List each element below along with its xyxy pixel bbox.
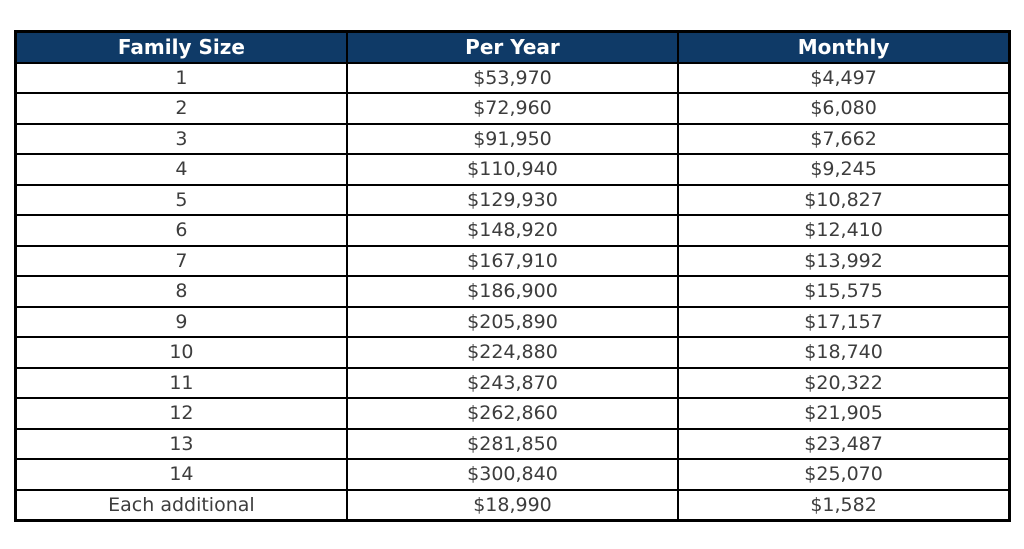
table-cell: $72,960 [345, 92, 680, 125]
column-header-monthly: Monthly [677, 30, 1011, 64]
table-cell: 9 [14, 305, 348, 338]
table-cell: $9,245 [677, 153, 1011, 186]
table-cell: Each additional [14, 488, 348, 522]
table-cell: $224,880 [345, 336, 680, 369]
table-cell: $1,582 [677, 488, 1011, 522]
table-row: 3 $91,950 $7,662 [14, 122, 1011, 155]
table-row: 12 $262,860 $21,905 [14, 397, 1011, 430]
table-row: 4 $110,940 $9,245 [14, 153, 1011, 186]
table-body: 1 $53,970 $4,497 2 $72,960 $6,080 3 $91,950 $7,6… [14, 61, 1011, 522]
table-cell: $12,410 [677, 214, 1011, 247]
table-cell: 3 [14, 122, 348, 155]
table-row: 13 $281,850 $23,487 [14, 427, 1011, 460]
table-cell: $18,740 [677, 336, 1011, 369]
table-cell: $300,840 [345, 458, 680, 491]
table-cell: 14 [14, 458, 348, 491]
table-cell: 4 [14, 153, 348, 186]
table-row: 1 $53,970 $4,497 [14, 61, 1011, 94]
table-row: 7 $167,910 $13,992 [14, 244, 1011, 277]
table-cell: $6,080 [677, 92, 1011, 125]
table-cell: 6 [14, 214, 348, 247]
table-cell: $110,940 [345, 153, 680, 186]
table-cell: $148,920 [345, 214, 680, 247]
table-cell: 7 [14, 244, 348, 277]
table-cell: $205,890 [345, 305, 680, 338]
table-cell: 2 [14, 92, 348, 125]
table-cell: $17,157 [677, 305, 1011, 338]
table-row: 11 $243,870 $20,322 [14, 366, 1011, 399]
table-cell: $4,497 [677, 61, 1011, 94]
table-row: 8 $186,900 $15,575 [14, 275, 1011, 308]
table-cell: $18,990 [345, 488, 680, 522]
table-cell: 12 [14, 397, 348, 430]
table-cell: $10,827 [677, 183, 1011, 216]
table-header-row: Family Size Per Year Monthly [14, 30, 1011, 64]
table-cell: 1 [14, 61, 348, 94]
table-cell: 8 [14, 275, 348, 308]
table-cell: $23,487 [677, 427, 1011, 460]
table-row: 9 $205,890 $17,157 [14, 305, 1011, 338]
table-header: Family Size Per Year Monthly [14, 30, 1011, 64]
table-cell: $129,930 [345, 183, 680, 216]
table-cell: $21,905 [677, 397, 1011, 430]
table-cell: $243,870 [345, 366, 680, 399]
table-cell: $91,950 [345, 122, 680, 155]
table-cell: $281,850 [345, 427, 680, 460]
table-cell: 10 [14, 336, 348, 369]
column-header-per-year: Per Year [345, 30, 680, 64]
table-cell: $25,070 [677, 458, 1011, 491]
table-cell: 11 [14, 366, 348, 399]
table-cell: $7,662 [677, 122, 1011, 155]
table-cell: $20,322 [677, 366, 1011, 399]
income-requirements-table: Family Size Per Year Monthly 1 $53,970 $4,49… [14, 30, 1011, 522]
table-row: 6 $148,920 $12,410 [14, 214, 1011, 247]
table-row: 5 $129,930 $10,827 [14, 183, 1011, 216]
table-cell: $186,900 [345, 275, 680, 308]
table-row: 10 $224,880 $18,740 [14, 336, 1011, 369]
table-row: 2 $72,960 $6,080 [14, 92, 1011, 125]
table-cell: 13 [14, 427, 348, 460]
table-cell: $13,992 [677, 244, 1011, 277]
table-cell: 5 [14, 183, 348, 216]
table-cell: $53,970 [345, 61, 680, 94]
table-row: Each additional $18,990 $1,582 [14, 488, 1011, 522]
column-header-family-size: Family Size [14, 30, 348, 64]
table-cell: $15,575 [677, 275, 1011, 308]
table-row: 14 $300,840 $25,070 [14, 458, 1011, 491]
table-cell: $167,910 [345, 244, 680, 277]
table-cell: $262,860 [345, 397, 680, 430]
